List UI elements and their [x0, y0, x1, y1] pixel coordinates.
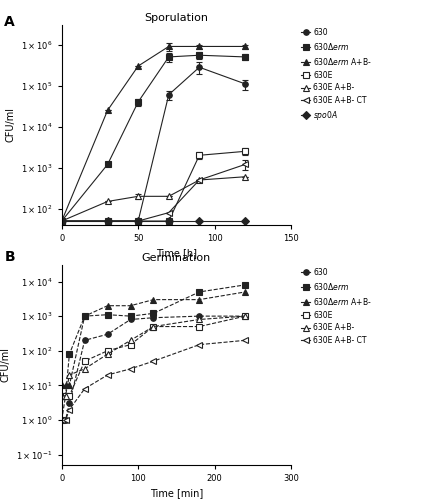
X-axis label: Time [min]: Time [min]	[150, 488, 203, 498]
Y-axis label: CFU/ml: CFU/ml	[5, 108, 15, 142]
Title: Germination: Germination	[142, 253, 211, 263]
Legend: 630, 630$\Delta$$\it{erm}$, 630$\Delta$$\it{erm}$ A+B-, 630E, 630E A+B-, 630E A+: 630, 630$\Delta$$\it{erm}$, 630$\Delta$$…	[298, 25, 375, 125]
X-axis label: Time [h]: Time [h]	[156, 248, 197, 258]
Y-axis label: CFU/ml: CFU/ml	[1, 348, 11, 382]
Legend: 630, 630$\Delta$$\it{erm}$, 630$\Delta$$\it{erm}$ A+B-, 630E, 630E A+B-, 630E A+: 630, 630$\Delta$$\it{erm}$, 630$\Delta$$…	[298, 265, 375, 348]
Text: B: B	[4, 250, 15, 264]
Text: A: A	[4, 15, 15, 29]
Title: Sporulation: Sporulation	[144, 13, 209, 23]
